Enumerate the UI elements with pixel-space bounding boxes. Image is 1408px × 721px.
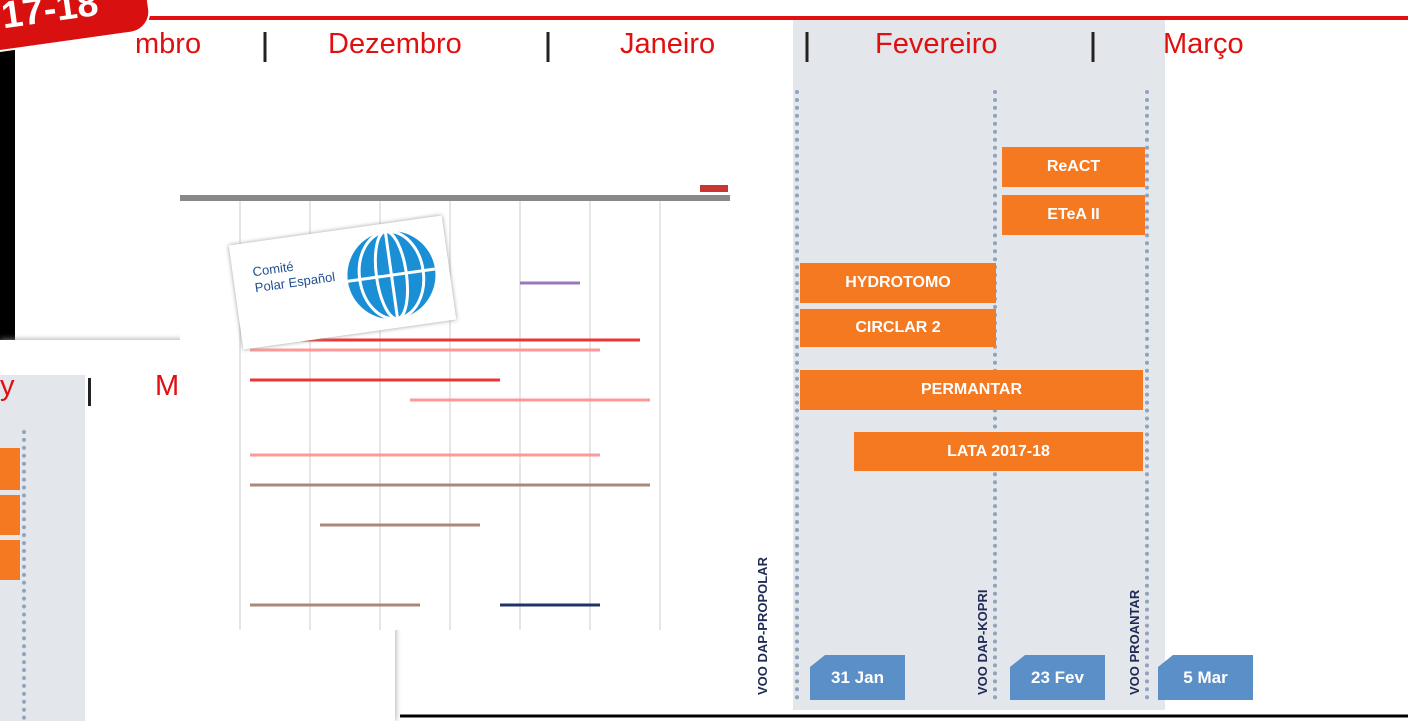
slide: 17-18 mbro Dezembro Janeiro Fevereiro Ma… [0, 0, 1408, 721]
month: y [0, 370, 15, 403]
divider [1145, 90, 1149, 700]
bar [0, 495, 20, 535]
month: Março [1163, 28, 1244, 61]
project-bar: HYDROTOMO [800, 263, 996, 303]
month: Fevereiro [875, 28, 998, 61]
month: Dezembro [328, 28, 462, 61]
month: Janeiro [620, 28, 715, 61]
project-bar: ETeA II [1002, 195, 1145, 235]
divider [795, 90, 799, 700]
project-bar: LATA 2017-18 [854, 432, 1143, 471]
month: mbro [135, 28, 201, 61]
globe [338, 222, 445, 329]
project-bar: PERMANTAR [800, 370, 1143, 410]
project-bar: CIRCLAR 2 [800, 309, 996, 347]
flight-label: VOO PROANTAR [1127, 590, 1142, 695]
flight-label: VOO DAP-KOPRI [975, 590, 990, 695]
flight-label: VOO DAP-PROPOLAR [755, 557, 770, 695]
divider [22, 430, 26, 720]
red-rule [130, 16, 1408, 20]
date-tag: 23 Fev [1010, 655, 1105, 700]
bar [0, 540, 20, 580]
project-bar: ReACT [1002, 147, 1145, 187]
date-tag: 5 Mar [1158, 655, 1253, 700]
bar [0, 448, 20, 490]
date-tag: 31 Jan [810, 655, 905, 700]
badge: 17-18 [0, 0, 153, 57]
separator [88, 378, 91, 406]
month: M [155, 370, 179, 403]
